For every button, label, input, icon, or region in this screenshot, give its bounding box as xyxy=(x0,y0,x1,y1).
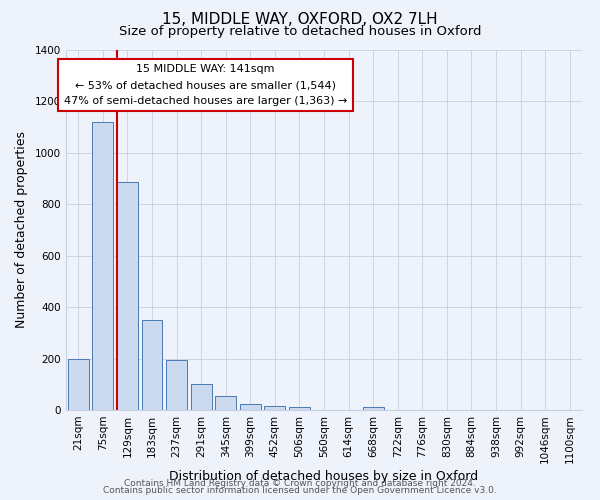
Bar xyxy=(191,384,212,410)
Bar xyxy=(68,358,89,410)
Text: Size of property relative to detached houses in Oxford: Size of property relative to detached ho… xyxy=(119,25,481,38)
Bar xyxy=(166,360,187,410)
Bar xyxy=(92,122,113,410)
X-axis label: Distribution of detached houses by size in Oxford: Distribution of detached houses by size … xyxy=(169,470,479,484)
Bar xyxy=(142,320,163,410)
Text: 15 MIDDLE WAY: 141sqm
← 53% of detached houses are smaller (1,544)
47% of semi-d: 15 MIDDLE WAY: 141sqm ← 53% of detached … xyxy=(64,64,347,106)
Text: 15, MIDDLE WAY, OXFORD, OX2 7LH: 15, MIDDLE WAY, OXFORD, OX2 7LH xyxy=(162,12,438,28)
Bar xyxy=(117,182,138,410)
Bar xyxy=(215,396,236,410)
Bar xyxy=(362,408,383,410)
Text: Contains public sector information licensed under the Open Government Licence v3: Contains public sector information licen… xyxy=(103,486,497,495)
Bar xyxy=(240,404,261,410)
Y-axis label: Number of detached properties: Number of detached properties xyxy=(15,132,28,328)
Text: Contains HM Land Registry data © Crown copyright and database right 2024.: Contains HM Land Registry data © Crown c… xyxy=(124,478,476,488)
Bar xyxy=(289,408,310,410)
Bar xyxy=(265,406,286,410)
